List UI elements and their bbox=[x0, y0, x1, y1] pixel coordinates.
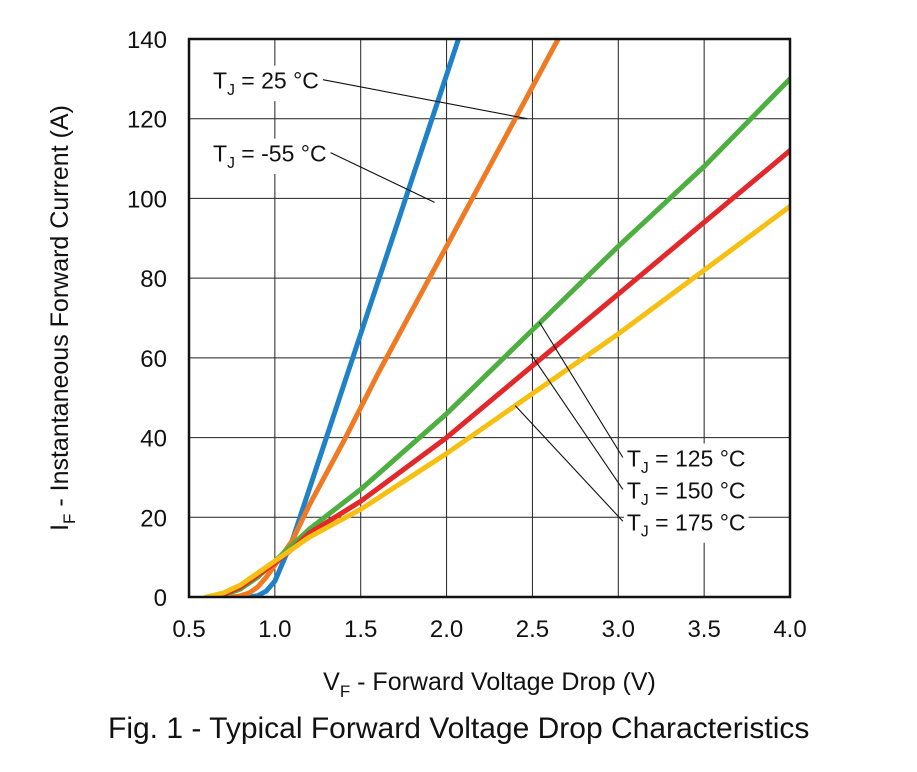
y-tick-label: 20 bbox=[140, 505, 167, 532]
annotation-leader bbox=[538, 321, 624, 458]
annotation-leader bbox=[514, 405, 624, 522]
x-tick-label: 3.0 bbox=[602, 616, 635, 643]
series-label: TJ = 25 °C bbox=[213, 68, 319, 99]
x-tick-label: 3.5 bbox=[687, 616, 720, 643]
y-tick-label: 140 bbox=[127, 27, 167, 54]
x-tick-label: 0.5 bbox=[172, 616, 205, 643]
tick-labels: 0.5 1.0 1.5 2.0 2.5 3.0 3.5 4.0 0 20 40 60 80 100 120 1… bbox=[127, 27, 807, 643]
annotation-leader bbox=[530, 353, 624, 490]
series-label: TJ = -55 °C bbox=[213, 141, 327, 172]
series-label-bg bbox=[210, 65, 322, 102]
x-tick-label: 2.5 bbox=[516, 616, 549, 643]
annotation-leader bbox=[322, 79, 528, 120]
series-line bbox=[229, 39, 561, 597]
series-lines bbox=[203, 39, 790, 597]
y-tick-label: 120 bbox=[127, 107, 167, 134]
y-tick-label: 80 bbox=[140, 266, 167, 293]
series-label-bg bbox=[210, 138, 330, 175]
series-label-bg bbox=[623, 475, 749, 511]
series-line bbox=[203, 203, 790, 597]
y-tick-label: 40 bbox=[140, 426, 167, 453]
series-label: TJ = 175 °C bbox=[627, 509, 746, 540]
x-tick-label: 2.0 bbox=[430, 616, 463, 643]
series-label-bg bbox=[623, 507, 749, 543]
annotations: TJ = 25 °C TJ = -55 °C TJ = 125 °CTJ = 150… bbox=[210, 65, 749, 543]
x-tick-label: 1.5 bbox=[344, 616, 377, 643]
series-line bbox=[246, 39, 462, 597]
series-label: TJ = 150 °C bbox=[627, 477, 746, 508]
y-tick-label: 100 bbox=[127, 186, 167, 213]
plot-frame bbox=[187, 37, 792, 599]
y-tick-label: 0 bbox=[154, 585, 167, 612]
x-tick-label: 4.0 bbox=[773, 616, 806, 643]
series-label: TJ = 125 °C bbox=[627, 446, 746, 477]
y-axis-label: IF - Instantaneous Forward Current (A) bbox=[46, 105, 79, 531]
axis-labels: VF - Forward Voltage Drop (V) IF - Instan… bbox=[46, 105, 656, 701]
y-tick-label: 60 bbox=[140, 346, 167, 373]
x-tick-label: 1.0 bbox=[258, 616, 291, 643]
figure-caption: Fig. 1 - Typical Forward Voltage Drop Ch… bbox=[108, 712, 810, 745]
annotation-leader bbox=[330, 152, 435, 203]
series-label-bg bbox=[623, 443, 749, 479]
x-axis-label: VF - Forward Voltage Drop (V) bbox=[323, 668, 656, 701]
